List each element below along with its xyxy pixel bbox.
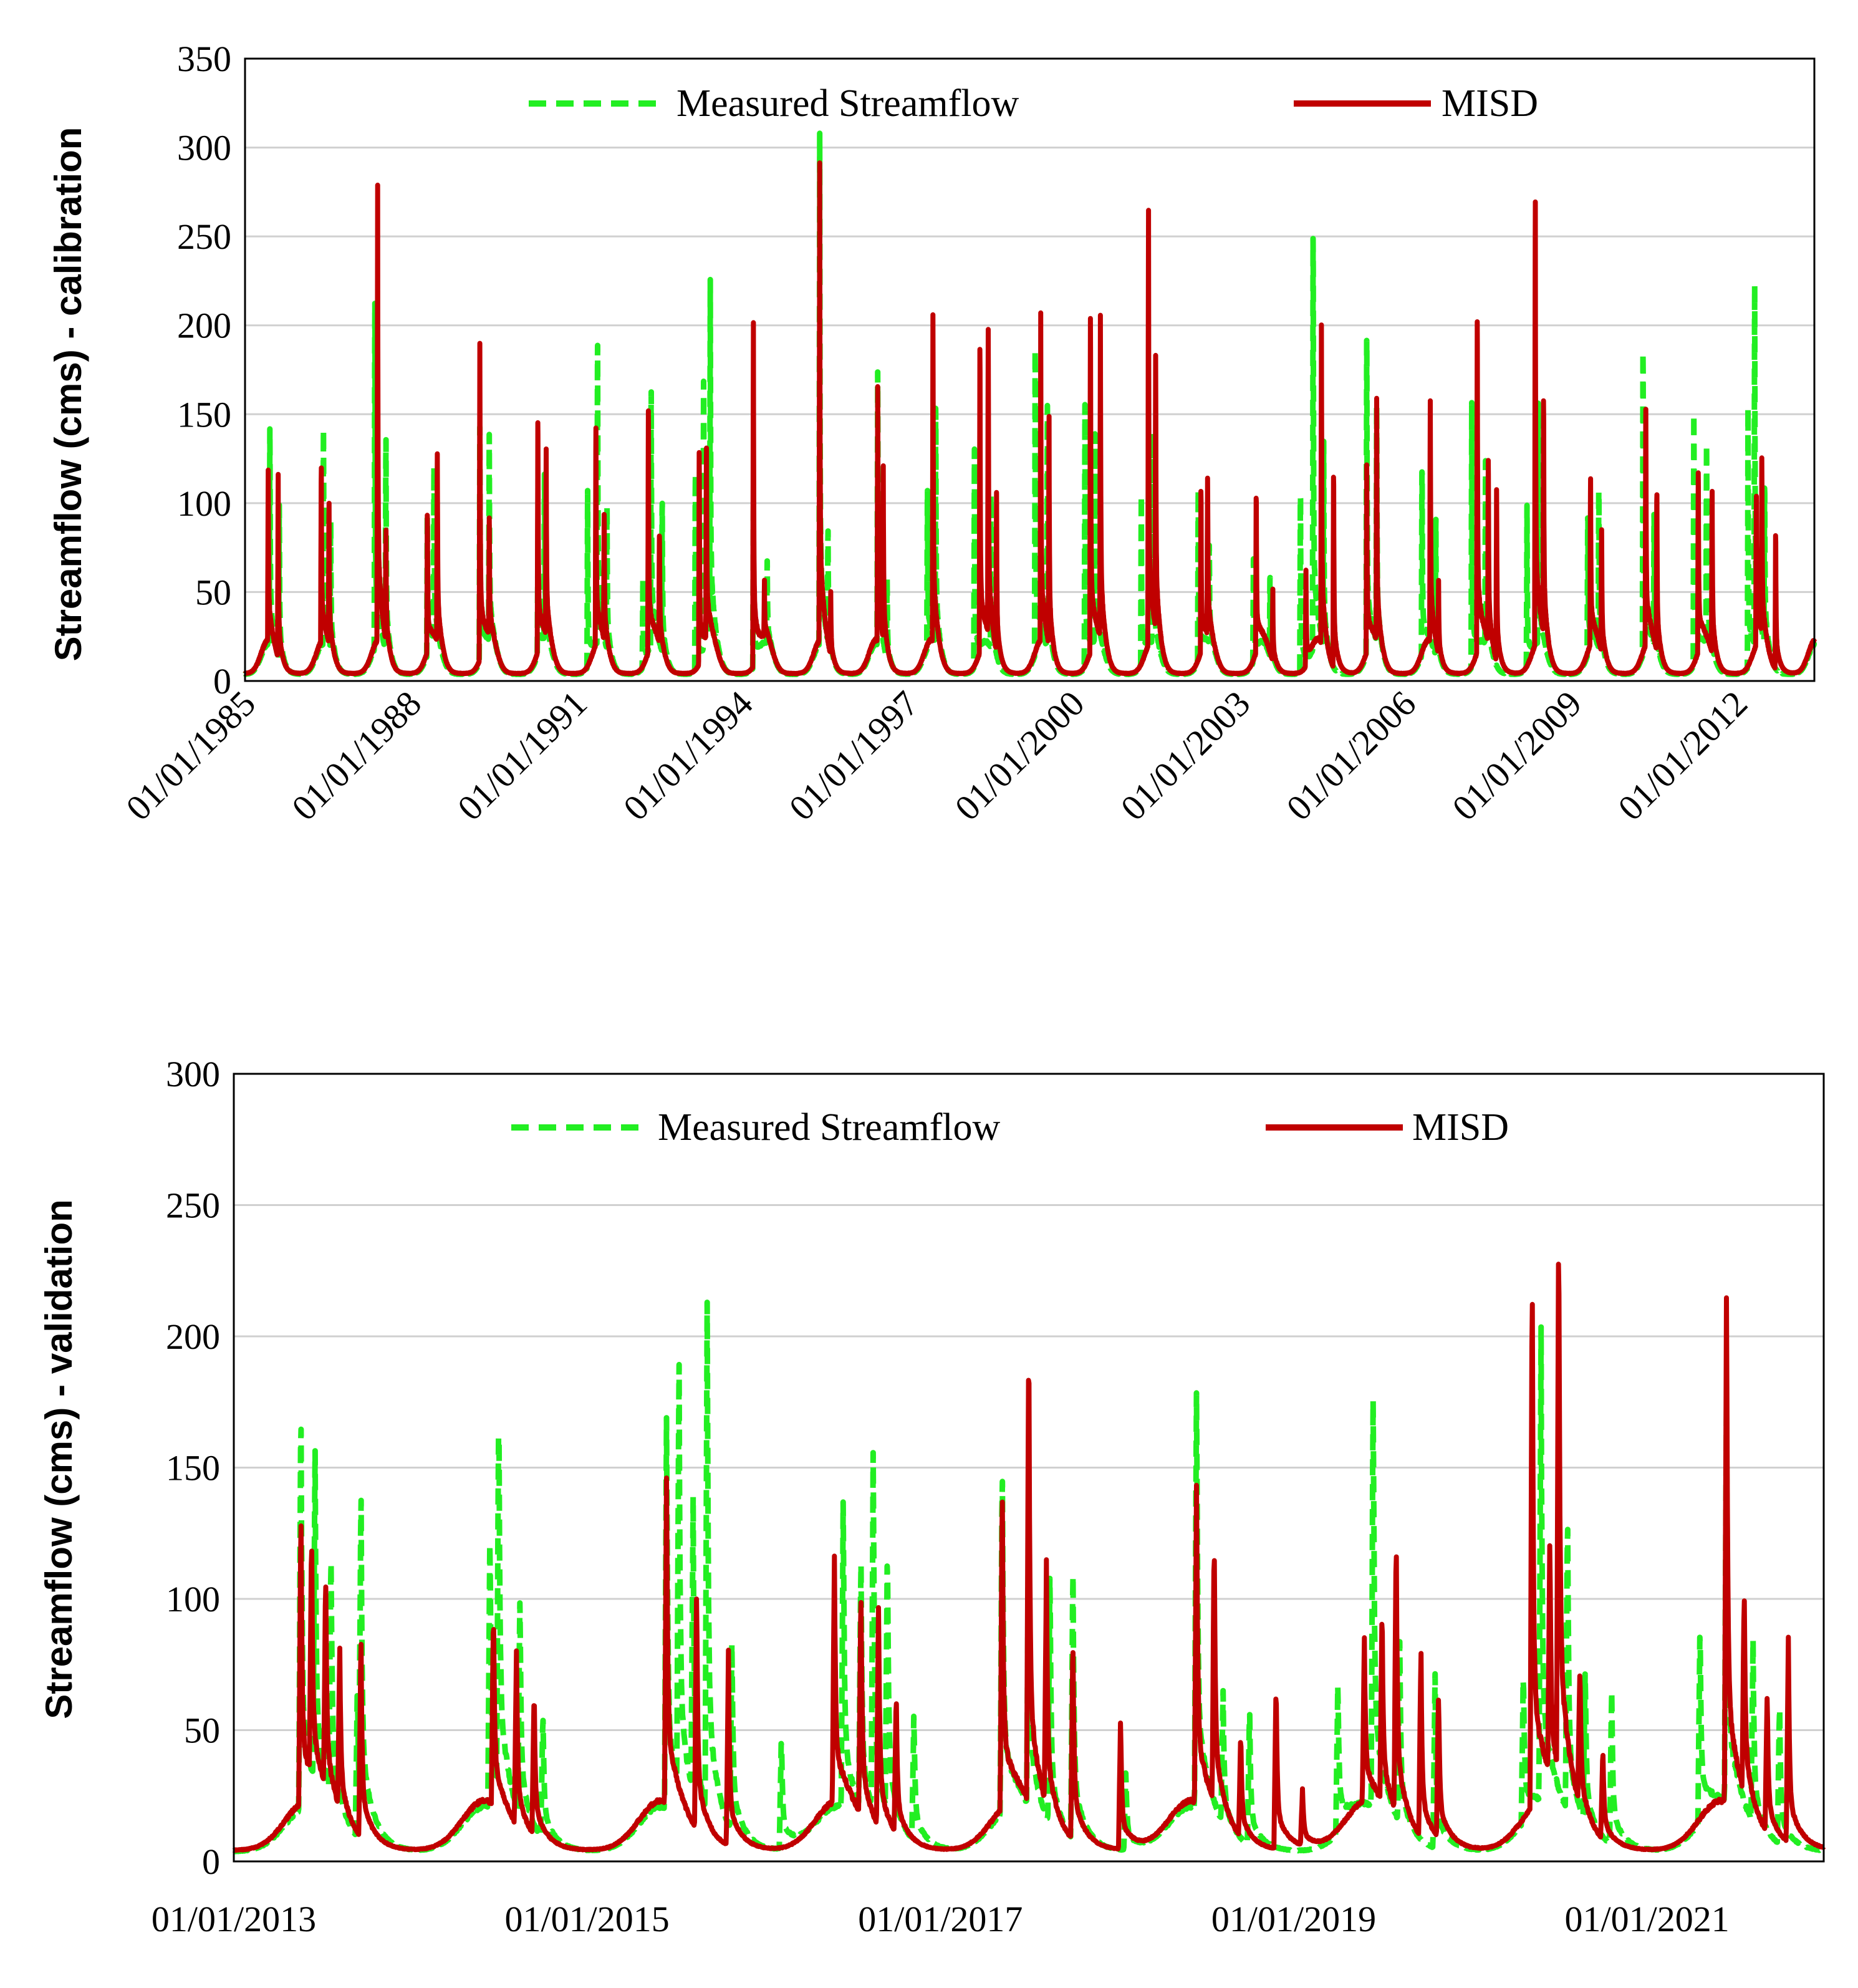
y-tick-label: 200 [166,1316,220,1357]
y-tick-label: 300 [166,1054,220,1094]
plot-area [231,1262,1826,1855]
plot-frame [233,1073,1825,1863]
y-tick-label: 300 [177,128,231,168]
x-tick-label: 01/01/2017 [858,1899,1023,1939]
x-tick-label: 01/01/2013 [152,1899,316,1939]
y-tick-label: 200 [177,306,231,346]
y-tick-label: 250 [177,216,231,257]
legend-measured-label: Measured Streamflow [676,82,1019,125]
legend-misd-label: MISD [1442,82,1538,125]
y-tick-label: 150 [166,1448,220,1489]
x-tick-label: 01/01/2021 [1565,1899,1730,1939]
legend: Measured Streamflow MISD [529,82,1538,125]
x-tick-label: 01/01/2019 [1211,1899,1376,1939]
gridlines [245,147,1814,593]
misd-line [231,1262,1826,1853]
plot-frame [244,57,1816,682]
y-tick-label: 100 [166,1579,220,1619]
plot-area [242,130,1817,677]
y-tick-label: 250 [166,1185,220,1226]
y-tick-label: 50 [195,572,231,612]
x-tick-label: 01/01/2015 [505,1899,670,1939]
y-tick-label: 0 [213,661,231,702]
x-axis-ticks: 01/01/2013 01/01/2015 01/01/2017 01/01/2019… [152,1899,1730,1939]
legend: Measured Streamflow MISD [511,1106,1509,1149]
y-tick-label: 350 [177,39,231,79]
legend-misd-label: MISD [1412,1106,1509,1149]
legend-measured-label: Measured Streamflow [658,1106,1000,1149]
y-tick-label: 100 [177,483,231,524]
y-axis-label: Streamflow (cms) - calibration [47,127,89,662]
y-tick-label: 150 [177,394,231,435]
y-tick-label: 50 [184,1711,220,1751]
y-tick-label: 0 [202,1841,220,1882]
y-axis-ticks: 0 50 100 150 200 250 300 [166,1054,220,1882]
misd-line [243,160,1817,677]
y-axis-label: Streamflow (cms) - validation [38,1199,80,1719]
y-axis-ticks: 0 50 100 150 200 250 300 350 [177,39,231,702]
